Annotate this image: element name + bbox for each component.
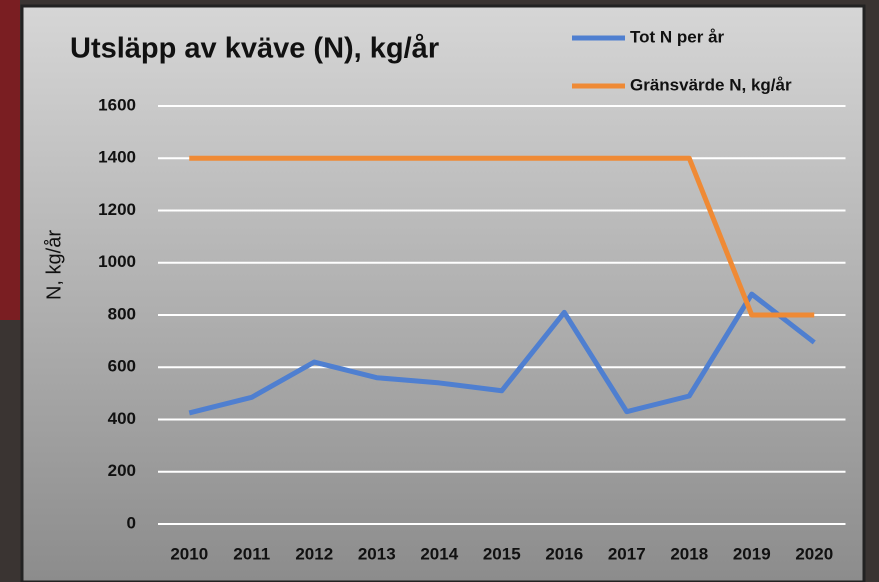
- x-tick-label: 2015: [483, 544, 521, 563]
- y-axis-label: N, kg/år: [43, 230, 65, 300]
- y-tick-label: 1200: [98, 200, 136, 219]
- x-tick-label: 2013: [358, 544, 396, 563]
- x-tick-label: 2010: [170, 544, 208, 563]
- y-tick-label: 600: [108, 357, 136, 376]
- x-tick-label: 2020: [795, 544, 833, 563]
- x-tick-label: 2014: [420, 544, 458, 563]
- y-tick-label: 200: [108, 461, 136, 480]
- x-tick-label: 2018: [670, 544, 708, 563]
- y-tick-label: 800: [108, 304, 136, 323]
- photo-wall: [0, 0, 20, 320]
- x-tick-label: 2011: [233, 544, 270, 563]
- chart-title: Utsläpp av kväve (N), kg/år: [70, 33, 439, 65]
- x-tick-label: 2017: [608, 544, 646, 563]
- y-tick-label: 0: [127, 513, 136, 532]
- x-tick-label: 2019: [733, 544, 771, 563]
- chart: Utsläpp av kväve (N), kg/år N, kg/år 0 20…: [0, 0, 879, 582]
- x-tick-label: 2016: [545, 544, 583, 563]
- y-tick-label: 1600: [98, 95, 136, 114]
- x-tick-label: 2012: [295, 544, 333, 563]
- legend-label: Tot N per år: [630, 27, 725, 46]
- y-tick-label: 1000: [98, 252, 136, 271]
- y-tick-label: 1400: [98, 148, 136, 167]
- y-tick-label: 400: [108, 409, 136, 428]
- legend-label: Gränsvärde N, kg/år: [630, 75, 792, 94]
